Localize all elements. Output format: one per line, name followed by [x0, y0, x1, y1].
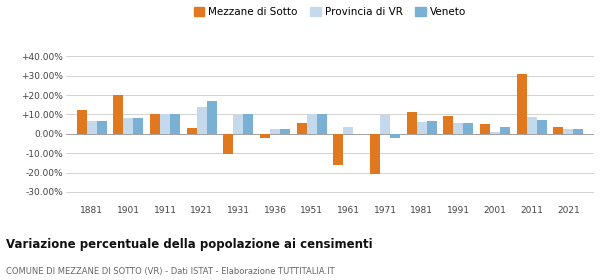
Bar [297, 123, 307, 134]
Bar [417, 122, 427, 134]
Bar [150, 115, 160, 134]
Legend: Mezzane di Sotto, Provincia di VR, Veneto: Mezzane di Sotto, Provincia di VR, Venet… [190, 3, 470, 21]
Bar [500, 127, 510, 134]
Bar [343, 127, 353, 134]
Bar [454, 123, 463, 134]
Text: Variazione percentuale della popolazione ai censimenti: Variazione percentuale della popolazione… [6, 238, 373, 251]
Bar [243, 115, 253, 134]
Bar [480, 124, 490, 134]
Bar [87, 121, 97, 134]
Bar [563, 129, 573, 134]
Bar [97, 121, 107, 134]
Bar [124, 118, 133, 134]
Bar [77, 110, 87, 134]
Bar [170, 115, 180, 134]
Bar [113, 95, 124, 134]
Bar [280, 129, 290, 134]
Bar [270, 129, 280, 134]
Bar [206, 101, 217, 134]
Bar [463, 123, 473, 134]
Bar [536, 120, 547, 134]
Bar [527, 117, 536, 134]
Bar [317, 115, 326, 134]
Bar [260, 134, 270, 138]
Bar [390, 134, 400, 138]
Bar [307, 115, 317, 134]
Bar [187, 128, 197, 134]
Bar [380, 115, 390, 134]
Bar [427, 121, 437, 134]
Bar [233, 115, 243, 134]
Bar [517, 74, 527, 134]
Bar [223, 134, 233, 154]
Bar [490, 132, 500, 134]
Bar [553, 127, 563, 134]
Bar [197, 107, 206, 134]
Text: COMUNE DI MEZZANE DI SOTTO (VR) - Dati ISTAT - Elaborazione TUTTITALIA.IT: COMUNE DI MEZZANE DI SOTTO (VR) - Dati I… [6, 267, 335, 276]
Bar [407, 112, 417, 134]
Bar [573, 129, 583, 134]
Bar [370, 134, 380, 174]
Bar [133, 118, 143, 134]
Bar [334, 134, 343, 165]
Bar [443, 116, 454, 134]
Bar [160, 115, 170, 134]
